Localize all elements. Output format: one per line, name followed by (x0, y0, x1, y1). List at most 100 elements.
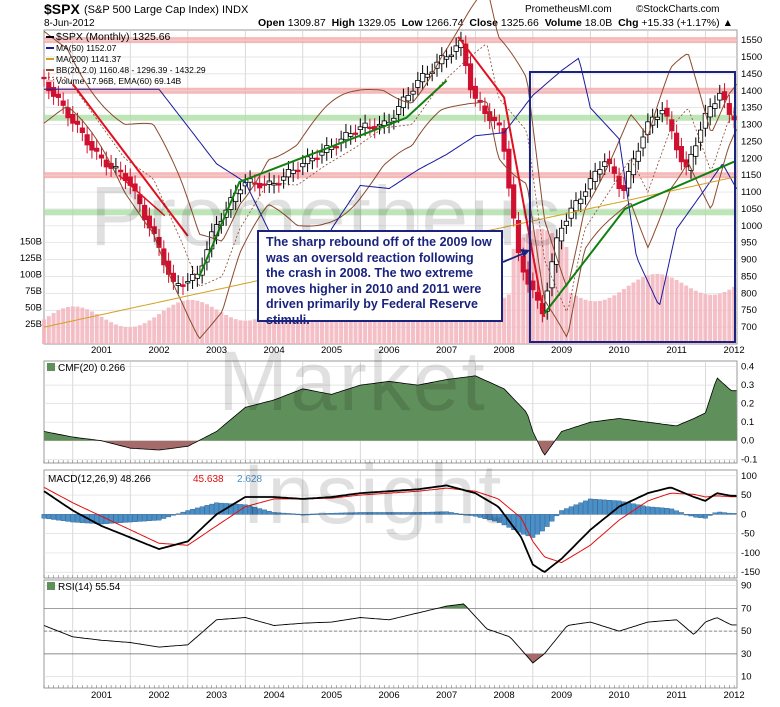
macd-histogram-bar (391, 512, 397, 515)
candle-body (582, 191, 589, 197)
bb-lower-band (43, 100, 737, 340)
volume-bar (204, 304, 209, 344)
macd-histogram-bar (185, 510, 191, 515)
chg-value: +15.33 (+1.17%) (641, 17, 720, 29)
macd-histogram-bar (257, 508, 263, 515)
volume-bar (564, 246, 569, 344)
macd-histogram-bar (190, 509, 195, 515)
volume-bar (712, 294, 717, 344)
candle-body (189, 274, 196, 281)
macd-histogram-bar (180, 511, 186, 515)
price-tick-label: 1000 (741, 221, 762, 232)
candle-body (515, 219, 522, 254)
candle-body (175, 283, 181, 286)
macd-histogram-bar (530, 514, 536, 538)
macd-histogram-bar (75, 514, 80, 523)
volume-bar (559, 241, 564, 344)
macd-histogram-bar (137, 514, 143, 522)
macd-histogram-bar (717, 511, 723, 515)
macd-histogram-bar (266, 510, 272, 515)
macd-legend-entry: 2.628 (237, 474, 262, 485)
volume-bar (645, 275, 650, 344)
candle-body (151, 226, 157, 234)
candle-body (357, 126, 363, 131)
volume-bar (593, 301, 598, 344)
candle-body (712, 103, 718, 109)
volume-bar (358, 314, 363, 344)
macd-histogram-bar (319, 513, 325, 515)
macd-histogram-bar (482, 514, 488, 519)
legend-entry: MA(200) 1141.37 (56, 54, 121, 64)
volume-bar (454, 300, 459, 344)
candle-body (185, 281, 191, 284)
year-axis-label: 2007 (436, 345, 457, 356)
volume-bar (219, 312, 224, 344)
macd-histogram-bar (472, 514, 478, 517)
volume-bar (329, 302, 334, 344)
macd-histogram-bar (535, 514, 541, 535)
candle-body (491, 116, 498, 122)
year-axis-label: 2007 (436, 690, 457, 701)
candle-body (142, 204, 148, 221)
volume-tick-label: 50B (25, 303, 42, 314)
candle-body (84, 134, 90, 146)
macd-histogram-bar (324, 513, 330, 515)
macd-histogram-bar (151, 514, 157, 521)
candle-body (506, 148, 512, 189)
close-label: Close (469, 17, 498, 29)
macd-histogram-bar (147, 514, 152, 521)
volume-bar (133, 326, 138, 344)
macd-histogram-bar (563, 508, 569, 515)
candle-body (659, 110, 665, 115)
candle-body (520, 255, 526, 273)
volume-bar (248, 320, 253, 344)
price-tick-label: 1400 (741, 86, 762, 97)
annotation-callout: The sharp rebound off of the 2009 low wa… (257, 230, 503, 327)
volume-bar (554, 236, 559, 344)
volume-bar (348, 312, 353, 344)
macd-histogram-bar (305, 513, 310, 516)
candle-body (616, 175, 622, 190)
macd-histogram-bar (242, 504, 248, 515)
year-axis-label: 2009 (551, 690, 572, 701)
candle-body (74, 120, 81, 125)
volume-tick-label: 100B (20, 270, 42, 281)
volume-bar (641, 277, 646, 344)
chart-date: 8-Jun-2012 (44, 18, 95, 29)
macd-histogram-bar (79, 514, 85, 523)
macd-histogram-bar (252, 507, 258, 515)
macd-histogram-bar (578, 502, 584, 515)
candle-body (578, 198, 584, 205)
support-resistance-band (44, 114, 737, 121)
macd-histogram-bar (194, 507, 200, 515)
candle-body (170, 272, 176, 282)
cmf-title: CMF(20) 0.266 (58, 363, 126, 374)
rsi-legend-swatch (47, 582, 55, 590)
candle-body (467, 63, 474, 91)
macd-histogram-bar (405, 512, 411, 515)
macd-histogram-bar (722, 512, 727, 515)
volume-bar (626, 285, 631, 344)
macd-histogram-bar (597, 499, 603, 515)
volume-label: Volume (544, 17, 582, 29)
volume-bar (128, 327, 133, 344)
candle-body (309, 157, 315, 162)
price-tick-label: 750 (741, 305, 757, 316)
volume-bar (166, 307, 171, 344)
macd-histogram-bar (420, 512, 426, 515)
volume-bar (267, 311, 272, 344)
volume-bar (636, 279, 641, 344)
volume-bar (228, 317, 233, 344)
macd-histogram-bar (544, 514, 550, 527)
volume-bar (573, 295, 578, 344)
volume-bar (363, 314, 368, 344)
candle-body (592, 170, 598, 182)
candle-body (678, 146, 685, 163)
candle-body (108, 162, 114, 169)
volume-bar (243, 320, 248, 344)
macd-histogram-bar (583, 500, 588, 515)
year-axis-label: 2005 (321, 345, 342, 356)
volume-bar (161, 310, 166, 344)
year-axis-label: 2002 (148, 345, 169, 356)
volume-bar (343, 310, 348, 344)
